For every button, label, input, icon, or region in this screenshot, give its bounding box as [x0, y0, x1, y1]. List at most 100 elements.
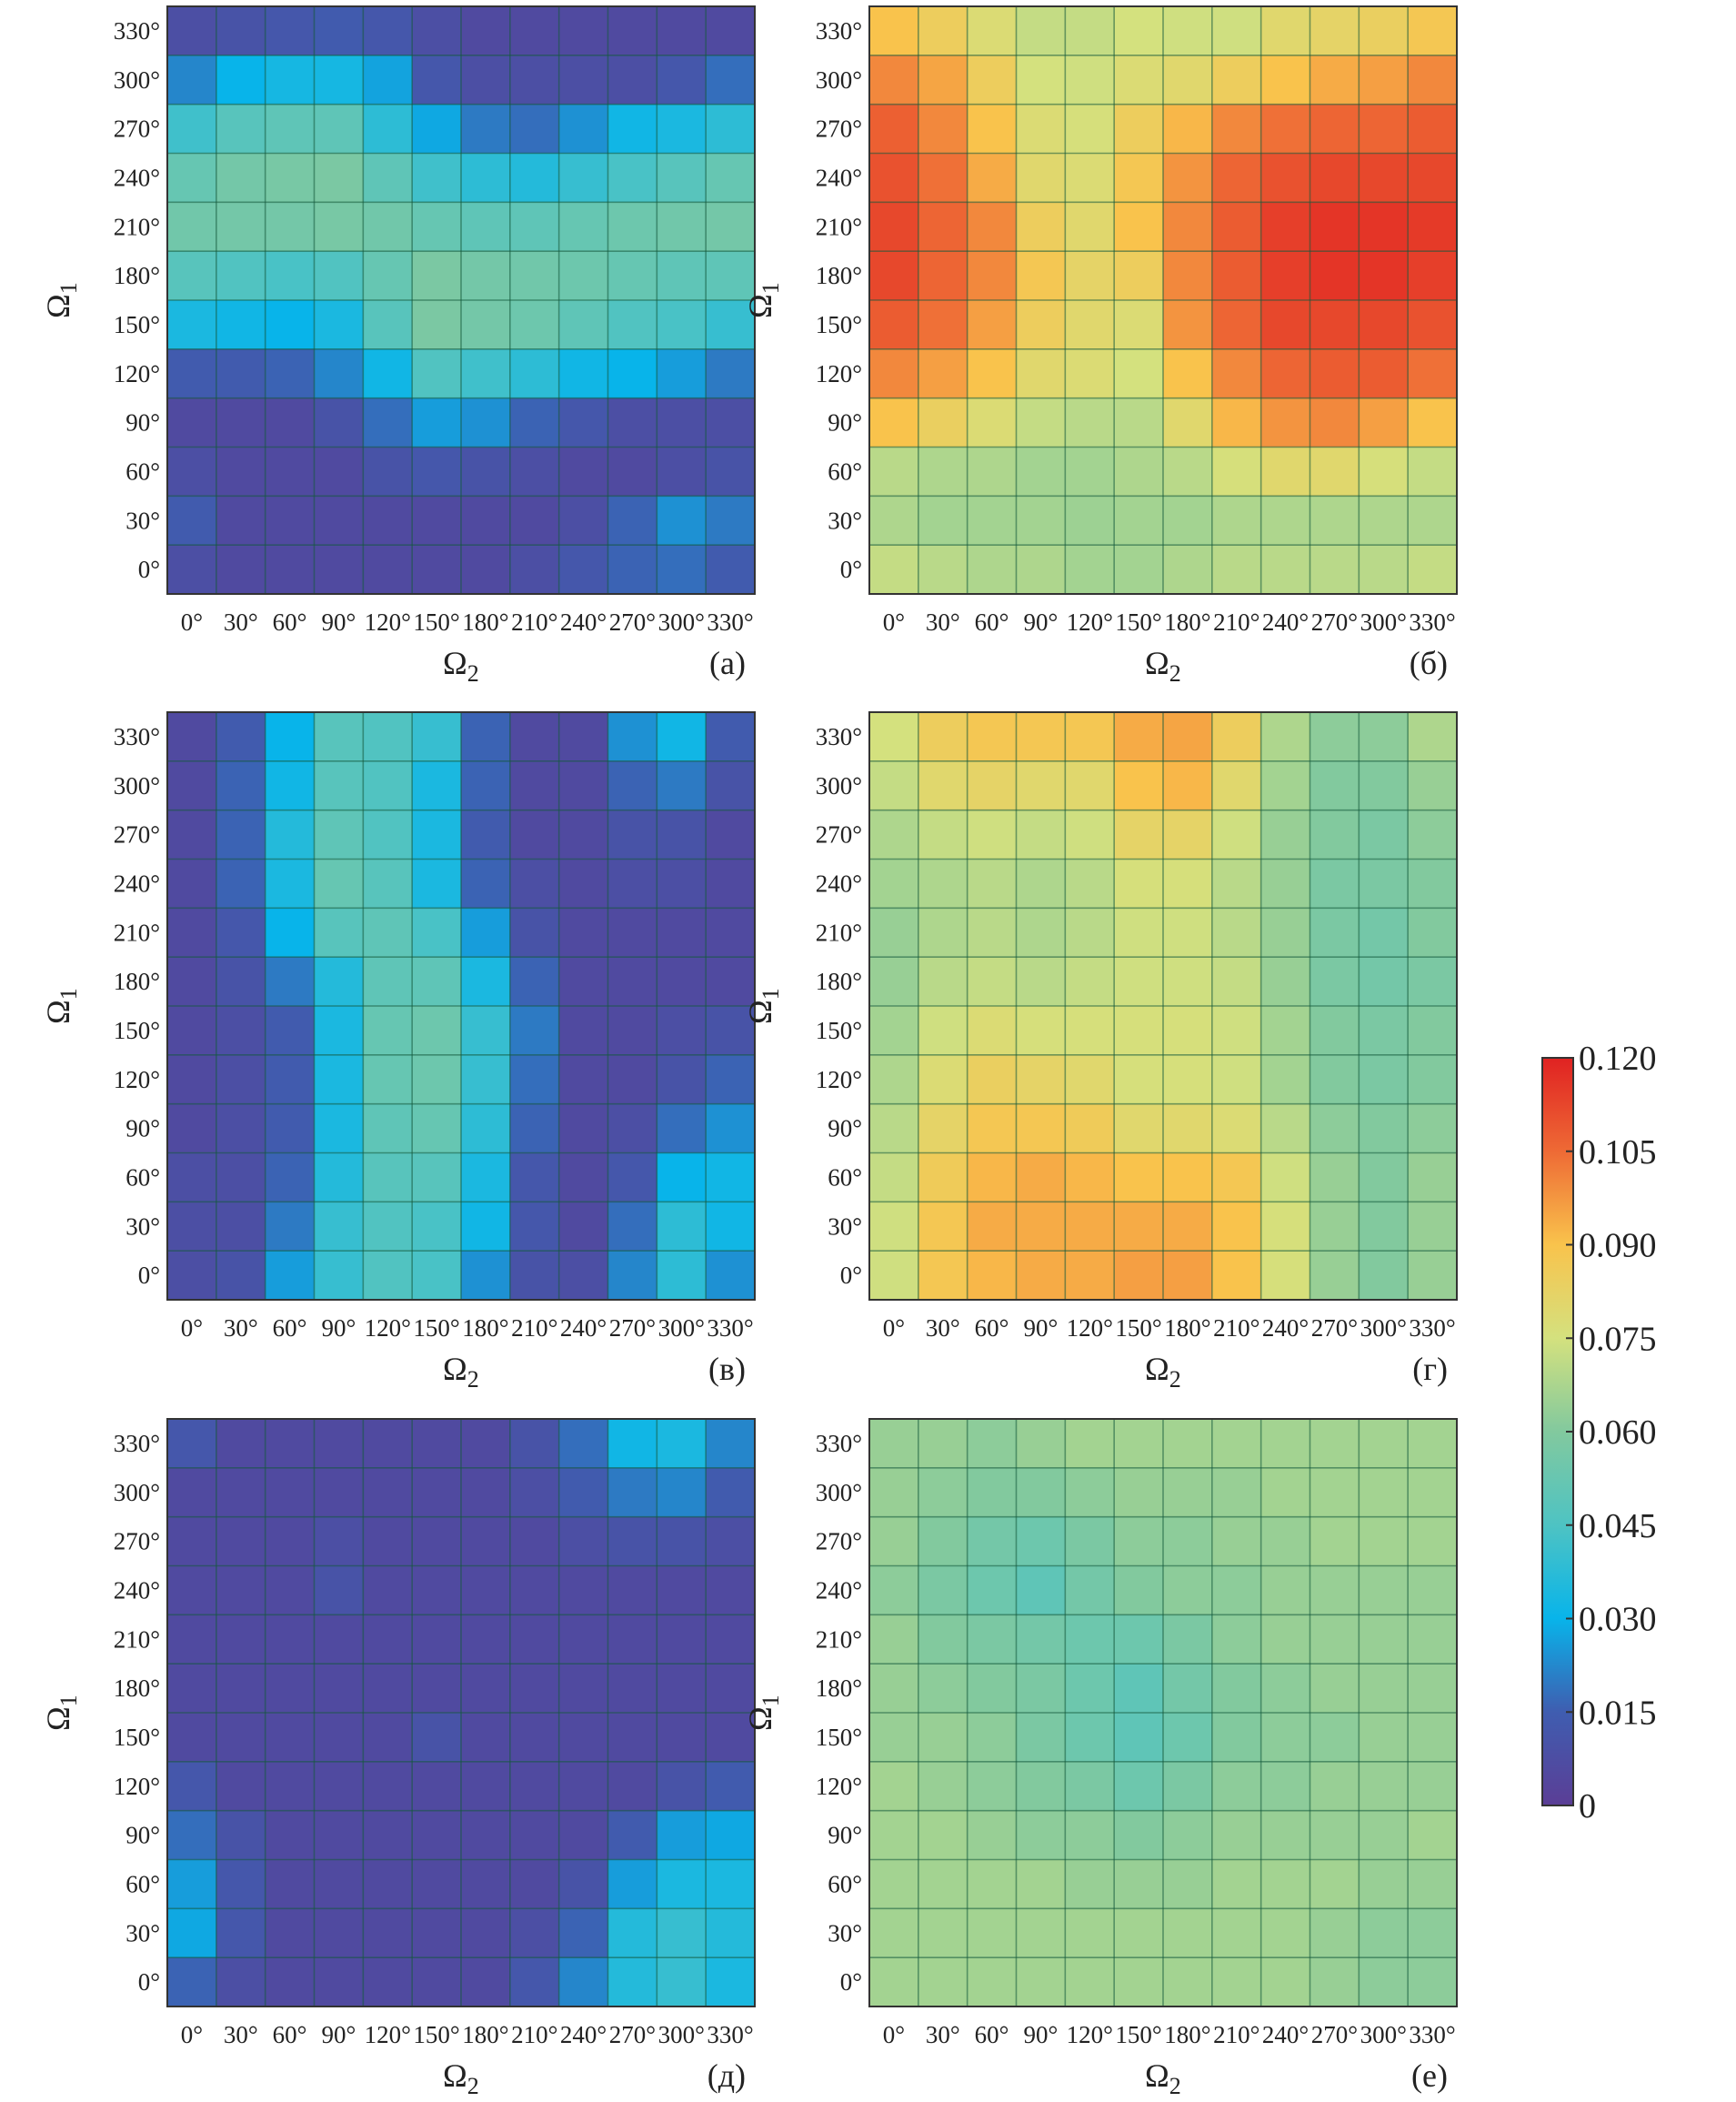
heatmap-cell: [1260, 1565, 1310, 1615]
heatmap-cell: [1408, 1614, 1458, 1665]
heatmap-cell: [1065, 1251, 1115, 1301]
heatmap-cell: [461, 545, 511, 595]
heatmap-cell: [1016, 55, 1066, 106]
heatmap-cell: [869, 1419, 919, 1469]
x-axis-label: Ω2: [1145, 2057, 1181, 2099]
heatmap-cell: [607, 6, 657, 56]
heatmap-cell: [314, 712, 364, 762]
x-tick-label: 330°: [707, 1314, 753, 1342]
heatmap-cell: [967, 1152, 1017, 1202]
heatmap-cell: [1408, 202, 1458, 252]
heatmap-cell: [1408, 348, 1458, 399]
x-tick-label: 90°: [322, 608, 356, 636]
heatmap-cell: [216, 1103, 266, 1153]
heatmap-cell: [1211, 545, 1262, 595]
x-axis-label-subscript: 2: [1169, 1366, 1181, 1393]
y-tick-label: 150°: [114, 1724, 160, 1751]
y-tick-label: 60°: [828, 458, 862, 485]
heatmap-cell: [216, 1419, 266, 1469]
heatmap-cell: [363, 1614, 413, 1665]
y-tick-label: 270°: [114, 821, 160, 849]
heatmap-cell: [1260, 1516, 1310, 1566]
x-tick-label: 180°: [462, 2021, 508, 2048]
heatmap-cell: [216, 760, 266, 811]
heatmap-cell: [1114, 1908, 1164, 1958]
y-tick-label: 330°: [816, 1430, 862, 1457]
heatmap-cell: [167, 202, 217, 252]
y-tick-label: 180°: [816, 262, 862, 289]
heatmap-cell: [1211, 202, 1262, 252]
heatmap-cell: [1408, 1761, 1458, 1812]
heatmap-cell: [918, 957, 968, 1007]
y-tick-label: 270°: [816, 1528, 862, 1555]
heatmap-cell: [509, 760, 560, 811]
heatmap-cell: [1260, 1103, 1310, 1153]
heatmap-cell: [558, 202, 608, 252]
heatmap-cell: [1163, 1467, 1213, 1518]
heatmap-cell: [167, 1810, 217, 1860]
heatmap-cell: [167, 1054, 217, 1105]
heatmap-cell: [558, 1565, 608, 1615]
heatmap-cell: [918, 496, 968, 546]
heatmap-cell: [216, 1152, 266, 1202]
heatmap-cell: [607, 957, 657, 1007]
heatmap-cell: [509, 202, 560, 252]
heatmap-cell: [967, 1006, 1017, 1056]
heatmap-cell: [607, 1103, 657, 1153]
x-tick-label: 240°: [1262, 2021, 1309, 2048]
heatmap-cell: [706, 1957, 756, 2007]
heatmap-cell: [167, 908, 217, 958]
heatmap-cell: [869, 6, 919, 56]
heatmap-cell: [967, 1614, 1017, 1665]
x-tick-label: 90°: [322, 2021, 356, 2048]
heatmap-cell: [1408, 1664, 1458, 1714]
heatmap-cell: [216, 153, 266, 203]
x-axis-label: Ω2: [443, 645, 479, 687]
heatmap-cell: [869, 1614, 919, 1665]
heatmap-cell: [1163, 1054, 1213, 1105]
heatmap-cell: [706, 496, 756, 546]
heatmap-cell: [1408, 908, 1458, 958]
y-axis-label-subscript: 1: [758, 988, 784, 1000]
heatmap-cell: [314, 1251, 364, 1301]
heatmap-cell: [918, 55, 968, 106]
heatmap-cell: [265, 1419, 315, 1469]
heatmap-cell: [1211, 859, 1262, 909]
heatmap-cell: [558, 1713, 608, 1763]
heatmap-cell: [967, 810, 1017, 860]
heatmap-cell: [1065, 1810, 1115, 1860]
heatmap-cell: [509, 810, 560, 860]
x-tick-label: 330°: [1409, 1314, 1455, 1342]
y-tick-label: 270°: [114, 1528, 160, 1555]
heatmap-cell: [363, 1859, 413, 1909]
heatmap-cell: [509, 1103, 560, 1153]
heatmap-cell: [265, 251, 315, 301]
heatmap-cell: [1016, 1054, 1066, 1105]
y-tick-label: 30°: [125, 507, 160, 534]
heatmap-cell: [706, 760, 756, 811]
x-tick-label: 120°: [1067, 2021, 1113, 2048]
heatmap-cell: [363, 202, 413, 252]
heatmap-cell: [1114, 1565, 1164, 1615]
y-tick-label: 300°: [816, 772, 862, 800]
heatmap-cell: [558, 1664, 608, 1714]
heatmap-cell: [918, 1713, 968, 1763]
heatmap-cell: [706, 300, 756, 350]
heatmap-cell: [1408, 153, 1458, 203]
heatmap-cell: [869, 300, 919, 350]
panel-label: (г): [1412, 1351, 1448, 1387]
heatmap-cell: [1408, 397, 1458, 448]
heatmap-cell: [657, 810, 707, 860]
heatmap-cell: [167, 104, 217, 154]
heatmap-cell: [607, 348, 657, 399]
heatmap-cell: [412, 545, 462, 595]
y-tick-label: 150°: [816, 1724, 862, 1751]
heatmap-cell: [1163, 1859, 1213, 1909]
heatmap-cell: [509, 908, 560, 958]
x-axis-label-subscript: 2: [467, 1366, 479, 1393]
heatmap-cell: [1211, 496, 1262, 546]
x-tick-label: 210°: [1213, 608, 1259, 636]
heatmap-cell: [167, 1859, 217, 1909]
y-tick-label: 150°: [816, 311, 862, 338]
y-tick-label: 180°: [816, 968, 862, 995]
